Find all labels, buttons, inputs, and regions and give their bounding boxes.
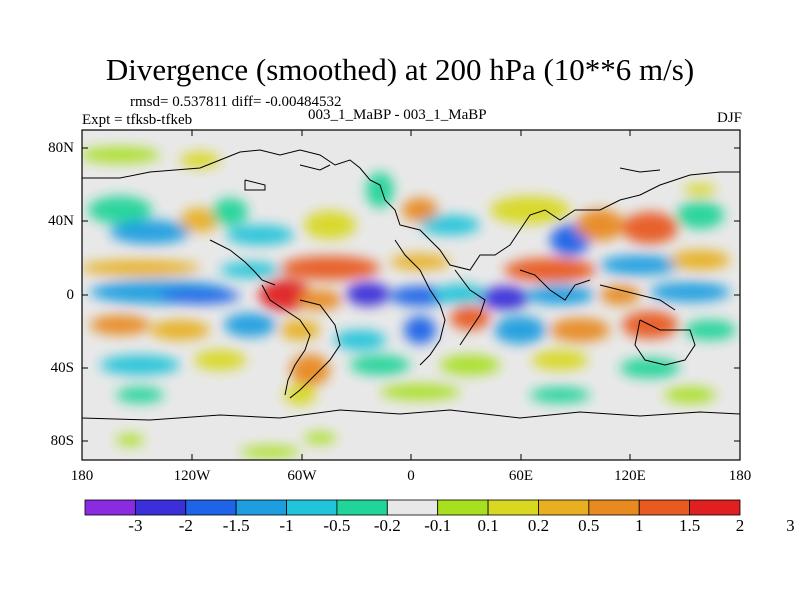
x-tick-120e: 120E [614, 468, 646, 484]
colorbar-swatch [185, 499, 237, 516]
colorbar-swatch [386, 499, 439, 516]
colorbar-label: -2 [178, 516, 193, 535]
y-tick-80s: 80S [50, 433, 74, 449]
y-tick-40s: 40S [50, 360, 74, 376]
x-tick-180w: 180 [70, 468, 94, 484]
colorbar-label: 3 [786, 516, 795, 535]
colorbar-label: 0.1 [477, 516, 499, 535]
colorbar [84, 499, 741, 516]
colorbar-swatch [235, 499, 287, 516]
colorbar-swatch [689, 499, 741, 516]
colorbar-swatch [638, 499, 691, 516]
colorbar-swatch [286, 499, 338, 516]
colorbar-swatch [487, 499, 539, 516]
x-tick-60e: 60E [508, 468, 534, 484]
colorbar-label: -0.1 [424, 516, 452, 535]
stats-line: rmsd= 0.537811 diff= -0.00484532 [130, 94, 342, 110]
colorbar-swatch [538, 499, 590, 516]
colorbar-label: 0.5 [578, 516, 600, 535]
season-label: DJF [716, 110, 742, 126]
y-tick-40n: 40N [48, 213, 74, 229]
divergence-field [82, 147, 736, 458]
x-tick-0: 0 [407, 468, 415, 484]
x-tick-60w: 60W [287, 468, 317, 484]
chart-title: Divergence (smoothed) at 200 hPa (10**6 … [105, 52, 695, 87]
colorbar-label: -3 [128, 516, 143, 535]
colorbar-label: -0.2 [373, 516, 401, 535]
colorbar-swatch [336, 499, 388, 516]
axis-ticks [81, 130, 741, 460]
comparison-label: 003_1_MaBP - 003_1_MaBP [308, 107, 487, 123]
y-tick-80n: 80N [48, 140, 74, 156]
coastlines [82, 149, 740, 421]
colorbar-label: 0.2 [527, 516, 550, 535]
x-tick-180e: 180 [728, 468, 752, 484]
x-tick-120w: 120W [173, 468, 211, 484]
colorbar-label: 2 [735, 516, 745, 535]
colorbar-label: 1 [634, 516, 644, 535]
colorbar-label: -0.5 [323, 516, 351, 535]
colorbar-label: -1.5 [222, 516, 250, 535]
colorbar-swatch [134, 499, 187, 516]
colorbar-swatch [588, 499, 640, 516]
experiment-line: Expt = tfksb-tfkeb [82, 112, 193, 128]
colorbar-label: 1.5 [678, 516, 701, 535]
colorbar-swatch [437, 499, 489, 516]
colorbar-swatch [84, 499, 136, 516]
y-tick-0: 0 [66, 287, 75, 303]
colorbar-label: -1 [279, 516, 294, 535]
